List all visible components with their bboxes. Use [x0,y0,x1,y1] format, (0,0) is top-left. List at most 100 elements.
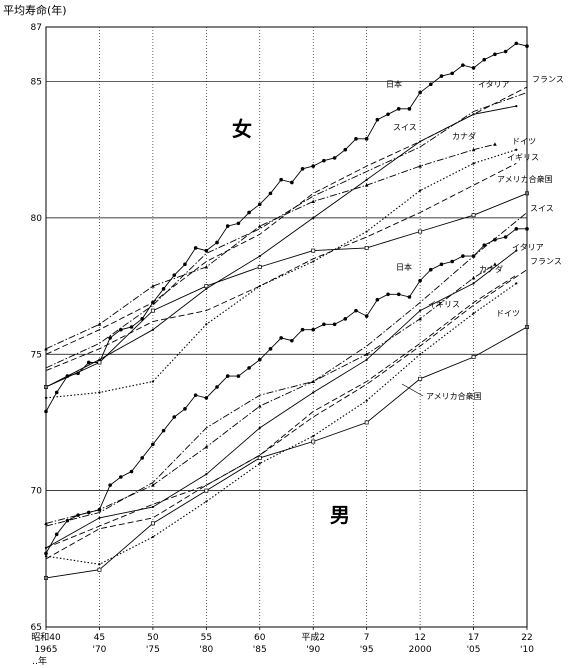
series-label-female: イギリス [507,153,539,162]
data-point [290,180,294,185]
data-point [268,191,273,196]
data-point [482,57,487,62]
data-point [343,317,348,321]
axes: 65 70 75 80 85 87 昭和40 1965 45 '70 50 '75 55 '80 60 '85… [31,23,535,667]
data-point [514,227,519,231]
data-point [450,71,454,76]
data-point [65,374,70,378]
data-point [419,353,422,356]
data-point [290,338,294,343]
data-point [471,254,476,258]
data-point [215,240,219,245]
data-point [365,399,368,402]
y-tick-label: 75 [31,350,42,360]
series-label-male: ドイツ [496,309,520,318]
series-line-male-9 [45,212,528,527]
data-point [151,505,154,509]
data-point [151,328,154,331]
data-point [332,322,337,327]
series-label-male: イギリス [428,300,460,309]
data-point [97,360,102,365]
data-point [205,500,208,503]
data-point [364,420,369,425]
series-label-female: フランス [532,75,564,84]
data-point [311,164,316,168]
data-point [193,393,198,397]
series-label-female: イタリア [478,80,510,89]
data-point [86,510,91,515]
data-point [279,177,283,182]
data-point [354,137,358,141]
data-point [375,297,380,302]
series-label-female: ドイツ [512,137,536,146]
data-point [258,284,261,288]
data-point [515,282,518,285]
series-line-female-0 [45,42,528,412]
data-point [407,107,412,111]
data-point [98,516,101,520]
data-point [364,314,369,318]
data-point [183,407,187,411]
label-leader-line [401,383,424,397]
data-point [205,473,208,476]
data-point [364,245,369,250]
data-point [151,483,155,487]
data-point [493,237,497,242]
female-panel-label: 女 [232,117,252,141]
x-tick-label-era: 昭和40 [31,632,61,643]
data-point [312,216,315,220]
data-point [204,248,209,253]
data-point [396,292,401,297]
data-point [257,224,262,228]
data-point [119,475,123,479]
data-point [472,113,475,116]
data-point [98,563,101,566]
series-line-female-2 [45,105,517,388]
x-tick-label-year: '05 [467,645,481,655]
data-point [172,273,177,277]
data-point [461,254,465,258]
x-axis-suffix: ‥年 [32,655,47,667]
data-point [150,521,155,526]
data-point [257,265,262,269]
data-point [418,90,422,95]
data-point [471,275,476,280]
data-point [493,52,497,57]
data-point [204,488,209,493]
data-point [311,379,316,384]
series-labels: 日本フランスイタリアスイスカナダドイツイギリスアメリカ合衆国日本スイスイタリアカ… [386,75,564,401]
data-point [461,63,465,67]
data-point [311,327,316,332]
data-point [98,358,101,361]
data-point [418,229,423,234]
series-line-female-7 [45,192,528,388]
data-point [450,259,454,264]
x-tick-label-era: 45 [94,633,105,643]
data-point [322,322,326,327]
data-point [386,292,390,297]
data-point [65,518,70,523]
data-point [97,567,102,572]
series-line-female-5 [45,149,517,399]
data-point [54,390,59,395]
data-point [472,312,475,315]
data-point [472,162,475,165]
data-point [311,439,316,444]
series-lines [45,42,528,579]
x-tick-label-year: '75 [146,645,160,655]
x-tick-label-year: '85 [253,645,267,655]
data-point [354,308,358,313]
data-point [108,483,112,487]
data-point [472,282,475,285]
x-tick-label-era: 22 [521,633,532,643]
data-point [418,376,423,381]
data-point [258,462,261,465]
data-point [129,469,134,474]
series-line-male-8 [45,228,527,554]
series-label-male: 日本 [396,262,412,272]
y-tick-label: 85 [31,78,42,88]
series-line-male-11 [45,263,496,524]
data-point [493,142,497,146]
data-point [322,158,326,163]
series-label-male: アメリカ合衆国 [426,391,482,401]
